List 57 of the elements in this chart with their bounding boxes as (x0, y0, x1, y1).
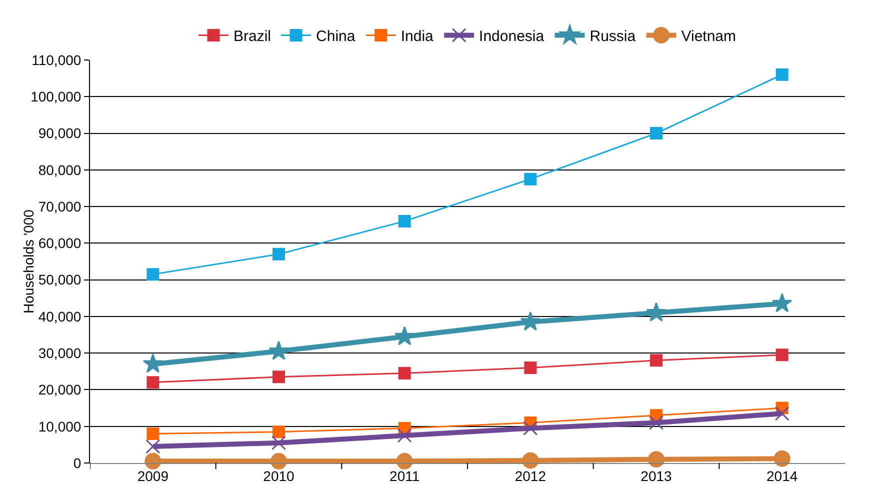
point (272, 370, 285, 384)
point (650, 354, 662, 367)
point (397, 428, 412, 443)
point (396, 452, 413, 470)
legend-label: China (316, 28, 356, 46)
x-tick-label: 2013 (640, 468, 672, 484)
x-tick-label: 2012 (514, 468, 546, 484)
point (524, 362, 537, 374)
y-tick-label: 10,000 (38, 418, 82, 434)
point (268, 340, 289, 360)
y-tick-label: 70,000 (38, 198, 82, 214)
y-tick-label: 90,000 (38, 125, 82, 142)
x-tick-label: 2014 (766, 468, 798, 484)
y-tick-label: 20,000 (38, 382, 82, 398)
legend-label: Russia (590, 28, 636, 46)
point (520, 311, 540, 331)
y-tick-label: 0 (73, 454, 82, 471)
point (398, 366, 411, 380)
y-tick-label: 50,000 (38, 272, 82, 288)
point (142, 354, 163, 373)
x-tick-label: 2011 (390, 468, 420, 484)
point (648, 451, 664, 468)
y-tick-label: 60,000 (38, 235, 82, 252)
point (398, 214, 411, 228)
legend-label: India (400, 28, 434, 46)
point (523, 420, 538, 436)
y-tick-label: 40,000 (38, 308, 82, 324)
point (646, 302, 666, 322)
legend-label: Vietnam (681, 28, 736, 46)
point (774, 450, 790, 467)
point (776, 348, 788, 362)
legend-label: Indonesia (479, 28, 545, 46)
point (272, 436, 286, 450)
point (776, 68, 788, 81)
point (522, 452, 539, 469)
y-tick-label: 100,000 (30, 88, 82, 105)
point (272, 248, 285, 260)
point (272, 426, 285, 438)
point (649, 415, 664, 430)
point (270, 452, 287, 470)
y-tick-label: 80,000 (38, 162, 82, 178)
point (774, 406, 790, 421)
point (146, 268, 160, 281)
point (146, 376, 160, 389)
legend-label: Brazil (234, 28, 272, 46)
y-tick-label: 110,000 (32, 52, 82, 68)
x-tick-label: 2009 (137, 468, 169, 484)
point (146, 427, 160, 440)
point (394, 326, 415, 346)
point (524, 172, 537, 186)
point (772, 293, 792, 312)
y-tick-label: 30,000 (38, 344, 82, 361)
y-axis-title: Households '000 (20, 209, 36, 314)
point (144, 452, 162, 470)
point (146, 439, 160, 454)
x-tick-label: 2010 (263, 468, 295, 484)
point (650, 127, 662, 140)
